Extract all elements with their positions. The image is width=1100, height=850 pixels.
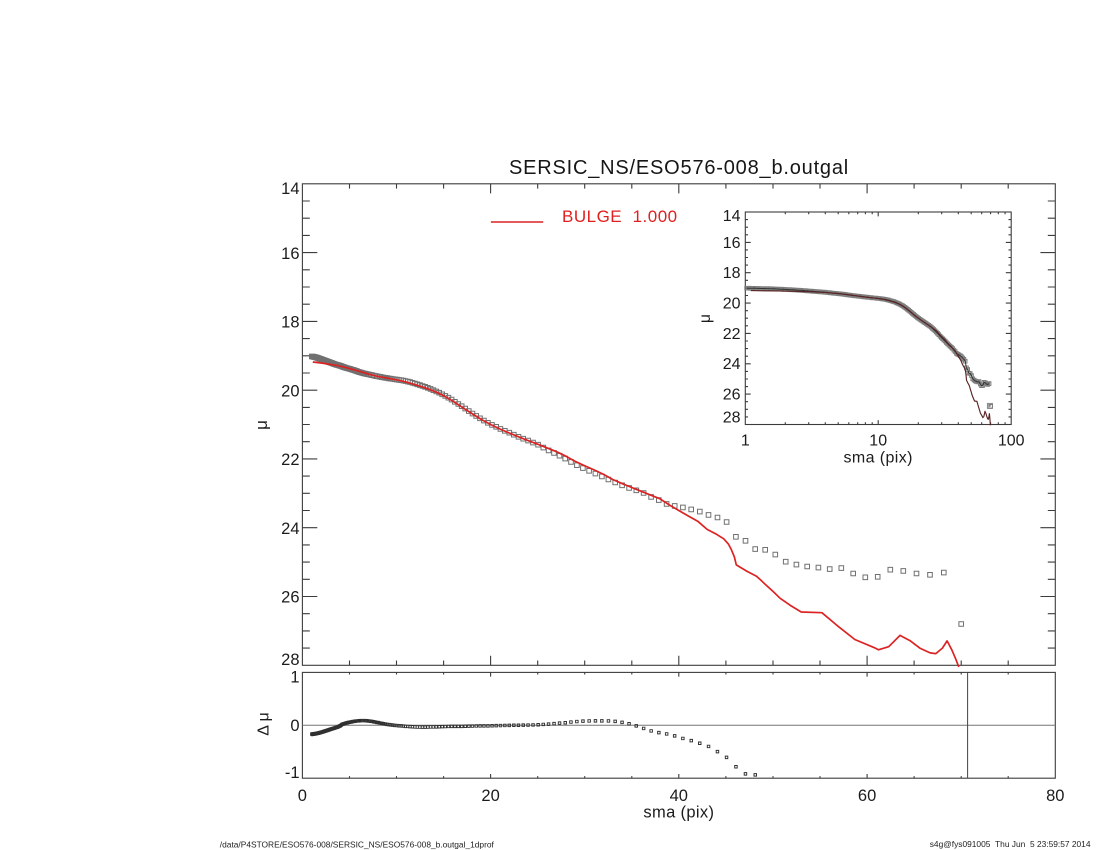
svg-text:10: 10 (869, 433, 887, 450)
svg-text:26: 26 (281, 589, 299, 607)
svg-text:20: 20 (723, 296, 741, 313)
svg-text:16: 16 (281, 245, 299, 263)
svg-text:24: 24 (723, 356, 741, 373)
svg-text:22: 22 (281, 451, 299, 469)
svg-text:1: 1 (290, 669, 299, 687)
svg-text:/data/P4STORE/ESO576-008/SERSI: /data/P4STORE/ESO576-008/SERSIC_NS/ESO57… (220, 839, 495, 849)
svg-text:sma (pix): sma (pix) (844, 450, 913, 467)
svg-text:26: 26 (723, 387, 741, 404)
svg-text:24: 24 (281, 520, 299, 538)
svg-text:20: 20 (281, 382, 299, 400)
svg-text:22: 22 (723, 326, 741, 343)
svg-text:18: 18 (723, 265, 741, 282)
svg-text:BULGE 1.000: BULGE 1.000 (562, 207, 678, 226)
svg-text:μ: μ (252, 420, 271, 430)
svg-text:SERSIC_NS/ESO576-008_b.outgal: SERSIC_NS/ESO576-008_b.outgal (509, 157, 849, 179)
svg-text:18: 18 (281, 314, 299, 332)
svg-text:20: 20 (481, 787, 499, 805)
svg-text:14: 14 (723, 208, 741, 225)
svg-text:Δ μ: Δ μ (256, 712, 273, 735)
svg-text:60: 60 (858, 787, 876, 805)
svg-text:100: 100 (998, 433, 1025, 450)
svg-text:1: 1 (741, 433, 750, 450)
svg-text:μ: μ (697, 314, 714, 323)
svg-text:28: 28 (723, 410, 741, 427)
svg-text:-1: -1 (285, 764, 300, 782)
svg-text:40: 40 (670, 787, 688, 805)
svg-text:s4g@fys091005 Thu Jun 5 23:5: s4g@fys091005 Thu Jun 5 23:59:57 2014 (930, 839, 1091, 849)
svg-text:16: 16 (723, 235, 741, 252)
svg-text:0: 0 (290, 717, 299, 735)
svg-text:sma (pix): sma (pix) (643, 804, 714, 822)
svg-text:0: 0 (298, 787, 307, 805)
svg-text:28: 28 (281, 651, 299, 669)
svg-text:80: 80 (1046, 787, 1064, 805)
svg-text:14: 14 (281, 180, 299, 198)
